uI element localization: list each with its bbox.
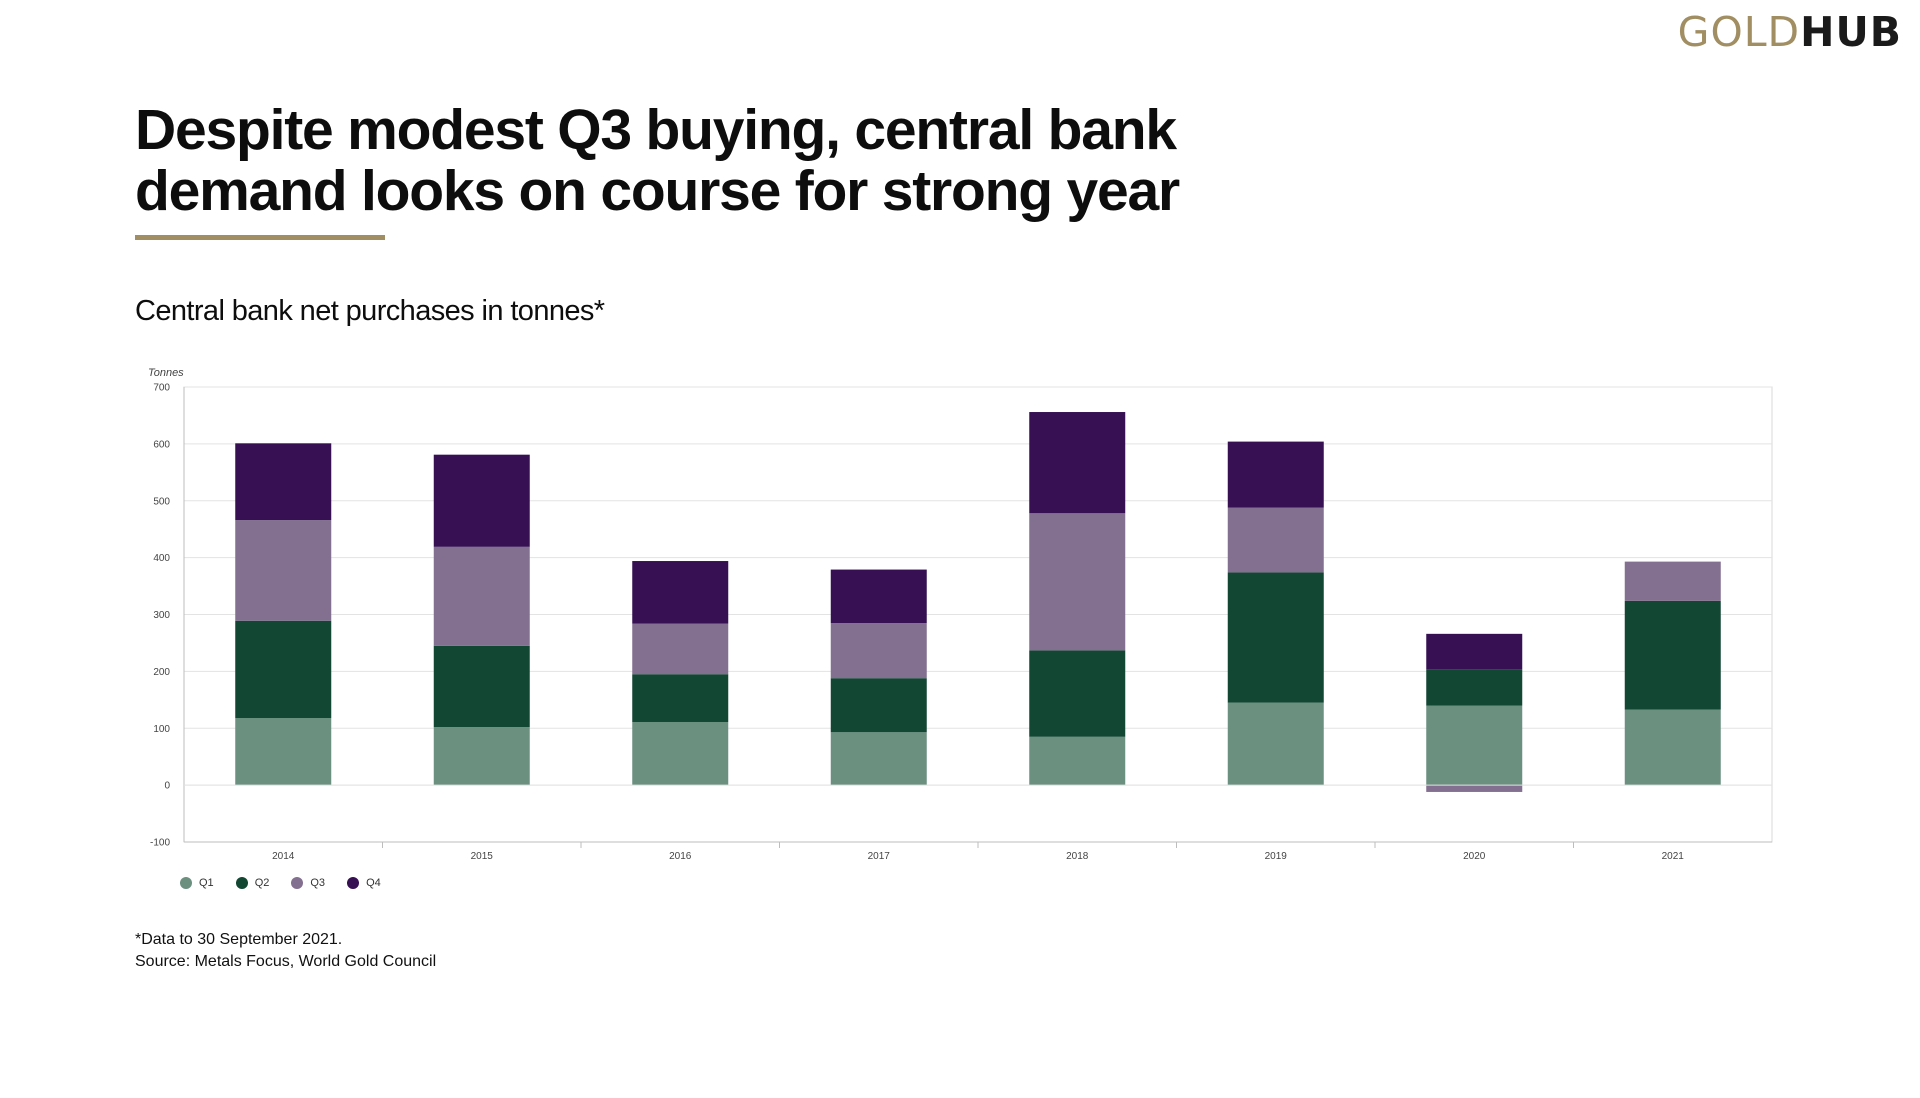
bar-q4-2015 (433, 454, 530, 547)
x-tick-label: 2019 (1265, 851, 1288, 862)
x-tick-label: 2015 (471, 851, 494, 862)
bar-q1-2019 (1227, 702, 1324, 786)
bar-q2-2015 (433, 645, 530, 728)
bar-q4-2020 (1426, 633, 1523, 670)
stacked-bar-chart: -100 0 100 200 300 400 500 600 700 Tonnes 2014 2015… (148, 367, 1773, 862)
bar-q1-2015 (433, 727, 530, 786)
bar-q4-2017 (830, 569, 927, 624)
footnote: *Data to 30 September 2021. Source: Meta… (135, 929, 436, 973)
bar-q4-2019 (1227, 441, 1324, 508)
title-line-1: Despite modest Q3 buying, central bank (135, 98, 1177, 162)
y-axis-label: Tonnes (148, 367, 184, 379)
bar-q2-2014 (235, 620, 332, 719)
legend-label: Q2 (254, 877, 270, 889)
bar-q2-2016 (632, 674, 729, 722)
legend-label: Q1 (199, 877, 214, 889)
bar-q3-2019 (1227, 507, 1324, 573)
y-tick-label: 300 (153, 610, 170, 621)
x-tick-label: 2018 (1066, 851, 1089, 862)
legend-swatch (235, 877, 248, 889)
bar-q1-2014 (235, 718, 332, 786)
legend-item-q1: Q1 (180, 877, 214, 889)
bar-q3-2020 (1426, 785, 1523, 792)
x-tick-label: 2017 (868, 851, 891, 862)
page-title: Despite modest Q3 buying, central bank d… (135, 100, 1235, 222)
logo-hub-text: HUB (1800, 8, 1902, 56)
y-tick-label: 600 (153, 439, 170, 450)
bar-q3-2014 (235, 520, 332, 621)
y-tick-label: -100 (150, 838, 170, 849)
logo-gold-text: GOLD (1677, 8, 1801, 56)
bar-q1-2017 (830, 732, 927, 786)
bar-q2-2021 (1624, 600, 1721, 710)
bar-q3-2015 (433, 546, 530, 646)
bar-q1-2020 (1426, 705, 1523, 786)
goldhub-logo: GOLDHUB (1678, 12, 1902, 53)
y-tick-label: 400 (153, 553, 170, 564)
x-tick-label: 2020 (1463, 851, 1486, 862)
y-tick-label: 700 (153, 383, 170, 394)
x-tick-label: 2014 (272, 851, 295, 862)
footnote-data-note: *Data to 30 September 2021. (135, 931, 343, 948)
title-line-2: demand looks on course for strong year (135, 159, 1180, 223)
y-tick-label: 0 (164, 781, 170, 792)
x-tick-label: 2016 (669, 851, 692, 862)
bar-q4-2016 (632, 561, 729, 624)
y-tick-label: 500 (153, 496, 170, 507)
bar-q2-2019 (1227, 572, 1324, 703)
bar-q3-2017 (830, 623, 927, 679)
chart-subtitle: Central bank net purchases in tonnes* (135, 295, 605, 327)
bar-q1-2018 (1029, 736, 1126, 786)
legend-item-q2: Q2 (235, 877, 270, 889)
legend-label: Q4 (366, 877, 381, 889)
legend-swatch (291, 877, 304, 889)
bar-q3-2018 (1029, 513, 1126, 651)
legend-item-q4: Q4 (347, 877, 381, 889)
bar-q4-2018 (1029, 412, 1126, 514)
bar-q1-2021 (1624, 709, 1721, 786)
legend-label: Q3 (310, 877, 326, 889)
legend-swatch (347, 877, 360, 889)
bar-q2-2018 (1029, 650, 1126, 737)
bar-q2-2020 (1426, 669, 1523, 706)
footnote-source: Source: Metals Focus, World Gold Council (135, 953, 437, 970)
legend-swatch (180, 877, 192, 889)
bar-q1-2016 (632, 721, 729, 786)
bar-q3-2016 (632, 623, 729, 675)
title-underline (135, 235, 385, 240)
legend-item-q3: Q3 (291, 877, 325, 889)
x-tick-label: 2021 (1662, 851, 1685, 862)
bar-q2-2017 (830, 678, 927, 733)
chart-legend: Q1 Q2 Q3 Q4 (180, 877, 381, 889)
bar-q4-2014 (235, 443, 332, 521)
y-tick-label: 200 (153, 667, 170, 678)
bar-q3-2021 (1624, 561, 1721, 601)
y-tick-label: 100 (153, 724, 170, 735)
